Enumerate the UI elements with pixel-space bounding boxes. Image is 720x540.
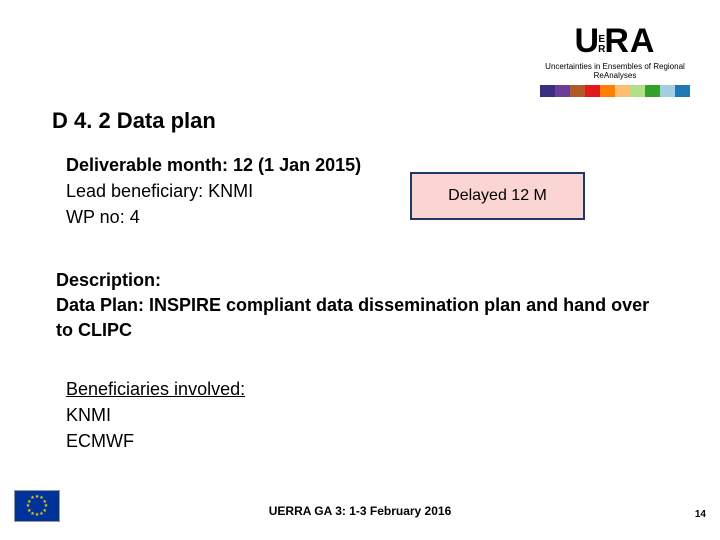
- lead-beneficiary: Lead beneficiary: KNMI: [66, 178, 361, 204]
- beneficiaries-heading: Beneficiaries involved:: [66, 376, 245, 402]
- footer-text: UERRA GA 3: 1-3 February 2016: [269, 504, 452, 518]
- eu-flag-icon: ★★★★★★★★★★★★: [14, 490, 60, 522]
- logo-color-bars: [540, 85, 690, 97]
- beneficiaries-block: Beneficiaries involved: KNMI ECMWF: [66, 376, 245, 454]
- delayed-badge: Delayed 12 M: [410, 172, 585, 220]
- description-heading: Description:: [56, 268, 656, 293]
- meta-block: Deliverable month: 12 (1 Jan 2015) Lead …: [66, 152, 361, 230]
- page-number: 14: [695, 509, 706, 520]
- uerra-logo: U E R R A Uncertainties in Ensembles of …: [540, 22, 690, 97]
- description-body: Data Plan: INSPIRE compliant data dissem…: [56, 293, 656, 343]
- logo-subtitle: Uncertainties in Ensembles of Regional R…: [540, 63, 690, 81]
- wp-number: WP no: 4: [66, 204, 361, 230]
- deliverable-month: Deliverable month: 12 (1 Jan 2015): [66, 152, 361, 178]
- logo-letters: U E R R A: [540, 22, 690, 61]
- slide-title: D 4. 2 Data plan: [52, 108, 216, 134]
- description-block: Description: Data Plan: INSPIRE complian…: [56, 268, 656, 344]
- beneficiary-item: ECMWF: [66, 428, 245, 454]
- beneficiary-item: KNMI: [66, 402, 245, 428]
